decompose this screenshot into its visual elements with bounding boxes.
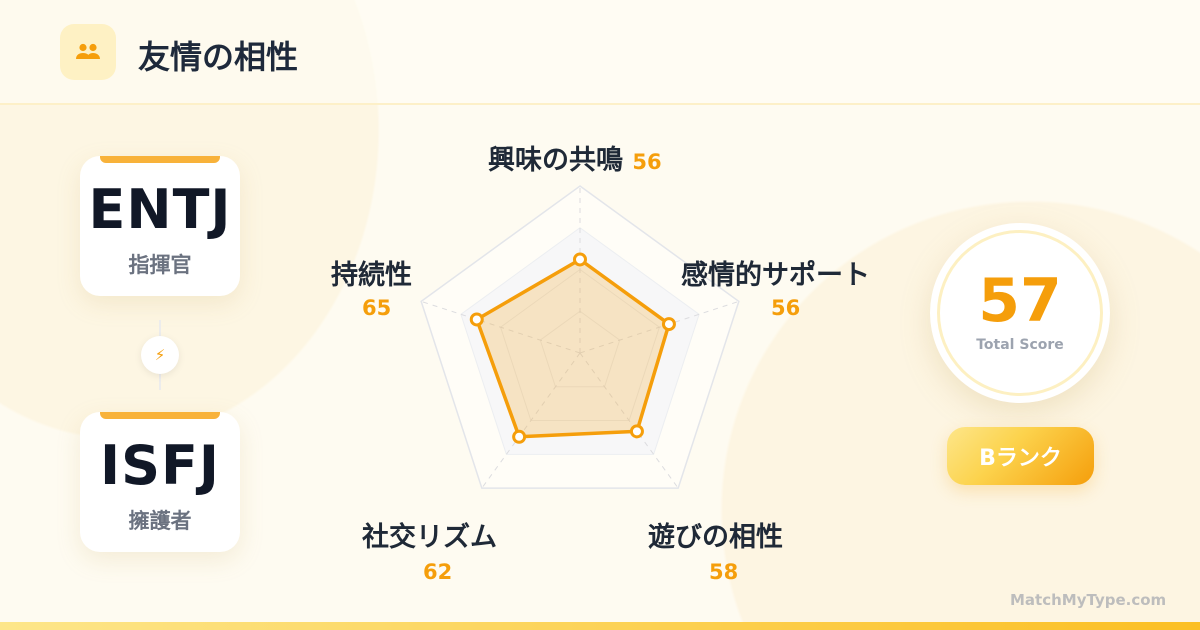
axis-value-2: 58 xyxy=(709,560,739,584)
data-point xyxy=(573,252,587,267)
type-code: ISFJ xyxy=(100,434,220,497)
axis-value-0: 56 xyxy=(632,150,662,174)
card-accent xyxy=(100,156,220,163)
data-point xyxy=(512,429,527,444)
axis-label-2: 遊びの相性 xyxy=(648,522,783,553)
brand-watermark: MatchMyType.com xyxy=(1010,591,1167,609)
grid-spoke xyxy=(579,300,739,354)
total-score-caption: Total Score xyxy=(976,337,1064,353)
axis-value-4: 65 xyxy=(362,296,392,320)
grid-ring xyxy=(539,310,621,388)
axis-label-1: 感情的サポート xyxy=(681,260,870,291)
data-polygon xyxy=(475,257,671,439)
grid-spoke xyxy=(481,352,581,489)
page-title: 友情の相性 xyxy=(138,38,299,76)
type-name: 擁護者 xyxy=(128,509,192,533)
card-accent xyxy=(100,412,220,419)
axis-value-3: 62 xyxy=(423,560,453,584)
grid-spoke xyxy=(421,300,581,354)
type-card-2: ISFJ 擁護者 xyxy=(80,412,240,552)
grid-ring xyxy=(499,268,661,422)
axis-label-4: 持続性 xyxy=(331,260,412,291)
axis-label-3: 社交リズム xyxy=(362,522,497,553)
data-point xyxy=(629,424,644,439)
grid-spoke xyxy=(579,352,679,489)
total-score-badge: 57 Total Score xyxy=(930,223,1110,403)
type-name: 指揮官 xyxy=(128,253,192,277)
users-icon xyxy=(60,24,116,80)
bolt-icon: ⚡ xyxy=(141,336,179,374)
score-ring xyxy=(937,230,1103,396)
type-card-1: ENTJ 指揮官 xyxy=(80,156,240,296)
header: 友情の相性 xyxy=(0,0,1200,105)
total-score-value: 57 xyxy=(978,266,1062,336)
axis-label-0: 興味の共鳴 56 xyxy=(488,145,662,176)
rank-badge: Bランク xyxy=(947,427,1094,485)
data-point xyxy=(469,312,484,327)
data-point xyxy=(661,317,676,332)
axis-value-1: 56 xyxy=(771,296,801,320)
type-code: ENTJ xyxy=(88,178,232,241)
bottom-accent-bar xyxy=(0,622,1200,630)
